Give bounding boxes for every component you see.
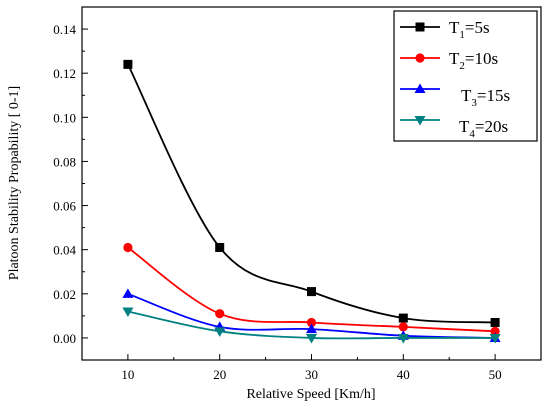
y-tick-label: 0.06 [53, 199, 76, 214]
y-axis-title: Platoon Stability Propability [ 0-1] [7, 86, 22, 280]
y-tick-label: 0.12 [53, 66, 76, 81]
data-point [306, 333, 317, 344]
y-tick-label: 0.04 [53, 243, 76, 258]
data-point [489, 333, 501, 344]
legend-item: T3=15s [400, 83, 510, 109]
data-point [215, 242, 225, 252]
x-tick-label: 30 [305, 367, 318, 382]
legend-item: T2=10s [400, 49, 498, 72]
legend-item: T4=20s [400, 116, 508, 140]
series-4 [122, 307, 501, 344]
data-point [306, 323, 317, 334]
x-axis-title: Relative Speed [Km/h] [246, 387, 375, 402]
series-2 [123, 242, 500, 336]
series-3 [122, 288, 501, 342]
axis-ticks: 10 20 30 40 50 0.00 0.02 0.04 0.06 0.08 0.10 0.12 0.… [53, 22, 501, 382]
legend-swatch-marker [415, 53, 425, 63]
data-point [214, 327, 226, 337]
legend-swatch-marker [414, 116, 426, 126]
y-tick-label: 0.02 [53, 287, 76, 302]
data-point [215, 309, 225, 319]
data-point [398, 313, 408, 323]
x-tick-label: 50 [489, 367, 502, 382]
legend-label: T3=15s [461, 86, 510, 109]
legend: T1=5s T2=10s T3=15s T4=20s [393, 10, 538, 142]
legend-swatch-marker [415, 22, 425, 32]
legend-label: T2=10s [449, 49, 498, 72]
data-point [490, 317, 500, 327]
x-tick-label: 20 [213, 367, 226, 382]
data-point [122, 288, 134, 298]
legend-label: T4=20s [459, 117, 508, 140]
x-tick-label: 10 [121, 367, 134, 382]
data-point [397, 333, 409, 344]
series-layer [122, 59, 501, 344]
data-point [123, 242, 133, 253]
legend-item: T1=5s [400, 18, 490, 41]
data-point [490, 326, 500, 336]
y-tick-label: 0.00 [53, 331, 76, 346]
y-tick-label: 0.08 [53, 154, 76, 169]
legend-label: T1=5s [449, 18, 490, 41]
data-point [306, 317, 317, 328]
data-point [122, 307, 134, 317]
series-1 [123, 59, 500, 327]
data-point [123, 59, 133, 69]
y-tick-label: 0.10 [53, 110, 76, 125]
data-point [398, 322, 408, 332]
x-tick-label: 40 [397, 367, 410, 382]
y-tick-label: 0.14 [53, 22, 76, 37]
data-point [307, 287, 316, 297]
legend-swatch-marker [414, 83, 426, 93]
series-line [127, 63, 496, 324]
